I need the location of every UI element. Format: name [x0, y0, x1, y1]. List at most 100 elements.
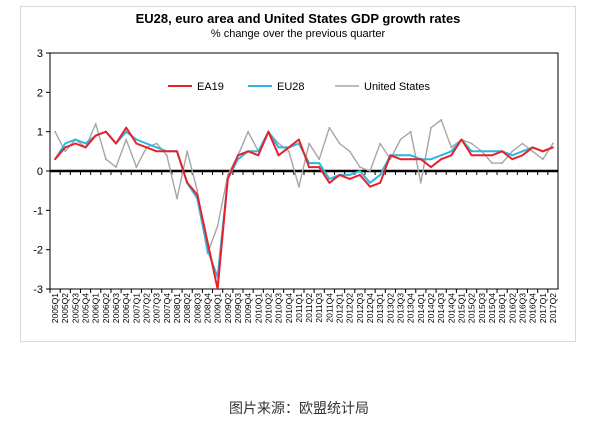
- data-point-united-states: [419, 181, 422, 184]
- x-tick-label: 2011Q3: [314, 293, 324, 323]
- gdp-growth-chart: EU28, euro area and United States GDP gr…: [33, 11, 559, 324]
- data-point-united-states: [165, 154, 168, 157]
- data-point-ea19: [328, 181, 331, 184]
- legend-label-ea19: EA19: [197, 81, 224, 93]
- data-point-united-states: [369, 170, 371, 172]
- data-point-united-states: [54, 130, 56, 133]
- plot-area: -3 -2 -1 0 1 2 3 2005Q1 2005Q2 2005Q3 2005Q4 2006Q1…: [33, 48, 559, 324]
- chart-frame: [20, 6, 576, 342]
- data-point-ea19: [237, 154, 239, 157]
- data-point-united-states: [155, 142, 158, 145]
- data-point-ea19: [186, 181, 189, 184]
- x-tick-label: 2007Q3: [152, 293, 162, 324]
- data-point-ea19: [247, 150, 250, 153]
- data-point-ea19: [226, 177, 229, 180]
- data-point-eu28: [74, 138, 77, 141]
- data-point-ea19: [480, 154, 483, 157]
- data-point-eu28: [64, 142, 67, 145]
- x-tick-label: 2015Q3: [477, 293, 487, 324]
- data-point-ea19: [135, 142, 138, 145]
- data-point-united-states: [135, 166, 138, 168]
- x-tick-label: 2006Q3: [111, 293, 121, 324]
- data-point-ea19: [257, 154, 260, 157]
- x-tick-label: 2005Q4: [81, 293, 91, 324]
- data-point-united-states: [196, 189, 199, 192]
- data-point-ea19: [298, 138, 300, 141]
- x-tick-label: 2016Q4: [528, 293, 538, 324]
- data-point-eu28: [135, 138, 138, 141]
- data-point-eu28: [521, 150, 524, 153]
- x-tick-label: 2005Q3: [70, 293, 80, 324]
- x-tick-label: 2015Q2: [467, 293, 477, 324]
- data-point-eu28: [399, 154, 402, 157]
- series-line-united-states: [54, 119, 554, 255]
- y-tick-label: 3: [37, 48, 43, 60]
- x-tick-label: 2013Q4: [406, 293, 416, 324]
- data-point-united-states: [176, 197, 178, 200]
- data-point-eu28: [480, 150, 483, 153]
- x-tick-label: 2005Q1: [50, 293, 60, 324]
- data-point-ea19: [419, 158, 422, 161]
- data-point-ea19: [84, 146, 87, 149]
- data-point-united-states: [491, 162, 493, 165]
- chart-title: EU28, euro area and United States GDP gr…: [136, 11, 461, 26]
- x-tick-label: 2008Q4: [202, 293, 212, 324]
- x-tick-label: 2013Q3: [396, 293, 406, 324]
- data-point-ea19: [54, 158, 56, 161]
- x-tick-label: 2017Q2: [548, 293, 558, 324]
- data-point-united-states: [430, 126, 432, 129]
- x-tick-label: 2008Q3: [192, 293, 202, 324]
- legend-label-united-states: United States: [364, 81, 431, 93]
- data-point-eu28: [277, 146, 280, 149]
- data-point-ea19: [115, 142, 117, 145]
- data-point-ea19: [460, 138, 463, 141]
- data-point-eu28: [470, 150, 473, 153]
- data-point-ea19: [176, 150, 178, 153]
- data-point-united-states: [450, 146, 453, 149]
- data-point-united-states: [358, 166, 361, 168]
- x-tick-label: 2011Q2: [304, 293, 314, 323]
- data-point-ea19: [501, 150, 504, 153]
- data-point-united-states: [277, 142, 280, 145]
- x-tick-label: 2010Q1: [253, 293, 263, 324]
- data-point-united-states: [338, 142, 341, 145]
- data-point-ea19: [145, 146, 148, 149]
- data-point-eu28: [379, 174, 382, 176]
- x-tick-label: 2014Q4: [446, 293, 456, 324]
- data-point-ea19: [287, 146, 290, 149]
- data-point-ea19: [338, 174, 341, 176]
- data-point-united-states: [399, 138, 402, 141]
- data-point-united-states: [541, 158, 544, 161]
- data-point-eu28: [348, 174, 351, 176]
- data-point-eu28: [450, 150, 453, 153]
- data-point-ea19: [206, 240, 209, 243]
- data-point-ea19: [64, 146, 67, 149]
- data-point-ea19: [216, 288, 219, 290]
- data-point-ea19: [531, 146, 534, 149]
- data-point-eu28: [440, 154, 443, 157]
- data-point-united-states: [216, 225, 219, 227]
- x-tick-label: 2006Q4: [121, 293, 131, 324]
- data-point-ea19: [491, 154, 493, 157]
- x-tick-label: 2008Q2: [182, 293, 192, 324]
- data-point-united-states: [470, 142, 473, 145]
- data-point-ea19: [104, 130, 107, 133]
- data-point-ea19: [470, 154, 473, 157]
- x-tick-label: 2010Q3: [274, 293, 284, 324]
- x-tick-label: 2017Q1: [538, 293, 548, 324]
- data-point-united-states: [521, 142, 524, 145]
- data-point-ea19: [155, 150, 158, 153]
- data-point-united-states: [531, 150, 534, 153]
- data-point-ea19: [318, 166, 321, 168]
- legend-label-eu28: EU28: [277, 81, 305, 93]
- data-point-ea19: [267, 130, 270, 133]
- data-point-ea19: [348, 177, 351, 180]
- x-tick-label: 2012Q1: [335, 293, 345, 324]
- data-point-united-states: [409, 130, 412, 133]
- data-point-united-states: [501, 162, 504, 165]
- x-tick-label: 2009Q4: [243, 293, 253, 324]
- x-tick-label: 2016Q2: [507, 293, 517, 324]
- data-point-united-states: [308, 142, 310, 145]
- data-point-ea19: [389, 154, 392, 157]
- data-point-ea19: [308, 166, 310, 168]
